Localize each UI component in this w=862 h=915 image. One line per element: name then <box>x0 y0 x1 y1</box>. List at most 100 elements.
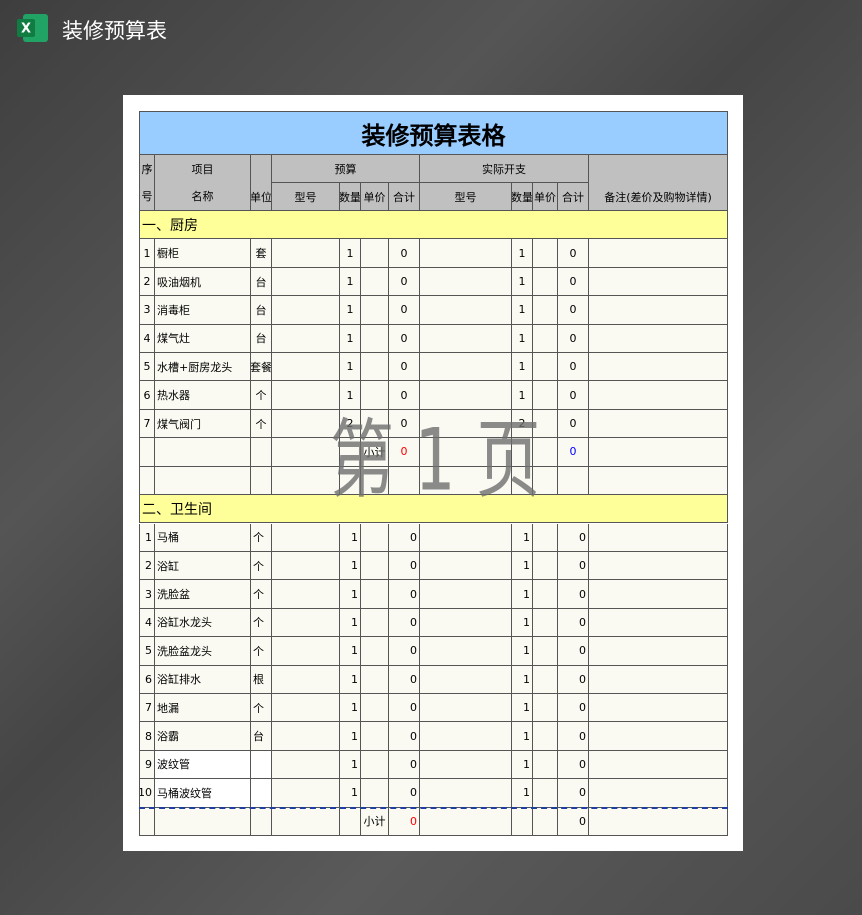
cell <box>589 608 728 638</box>
cell-name: 浴缸 <box>155 551 251 581</box>
cell-total: 0 <box>389 779 420 808</box>
cell-total: 0 <box>389 665 420 694</box>
cell-unit: 套餐 <box>251 353 272 382</box>
cell-actual-qty: 1 <box>512 353 533 382</box>
cell <box>272 267 340 297</box>
subtotal-actual-total: 0 <box>558 438 589 467</box>
section-title: 二、卫生间 <box>139 495 728 524</box>
cell <box>533 239 558 268</box>
cell-no: 4 <box>139 608 155 638</box>
cell <box>533 580 558 609</box>
cell <box>361 779 389 808</box>
cell-actual-qty: 1 <box>512 381 533 410</box>
cell-qty: 1 <box>340 267 361 297</box>
cell-total: 0 <box>389 267 420 297</box>
cell-actual-total: 0 <box>558 324 589 354</box>
cell-actual-total: 0 <box>558 580 589 609</box>
cell-actual-qty: 1 <box>512 693 533 723</box>
cell-name: 浴缸水龙头 <box>155 608 251 638</box>
cell-no: 2 <box>139 267 155 297</box>
cell-name: 吸油烟机 <box>155 267 251 297</box>
cell <box>155 438 251 467</box>
cell-unit <box>251 750 272 780</box>
cell-name: 浴霸 <box>155 722 251 751</box>
cell-name: 地漏 <box>155 693 251 723</box>
cell-actual-qty: 1 <box>512 551 533 581</box>
cell <box>272 353 340 382</box>
cell <box>589 239 728 268</box>
cell-name: 波纹管 <box>155 750 251 780</box>
cell-actual-total: 0 <box>558 665 589 694</box>
header-text: 项目 <box>191 162 214 176</box>
cell-no: 3 <box>139 580 155 609</box>
cell-no: 7 <box>139 409 155 439</box>
cell-actual-qty: 1 <box>512 665 533 694</box>
svg-text:X: X <box>21 22 31 37</box>
cell <box>340 807 361 836</box>
cell <box>251 807 272 836</box>
cell-qty: 1 <box>340 722 361 751</box>
cell <box>533 438 558 467</box>
cell-actual-total: 0 <box>558 239 589 268</box>
cell <box>139 438 155 467</box>
cell-total: 0 <box>389 353 420 382</box>
cell-actual-total: 0 <box>558 551 589 581</box>
cell-total: 0 <box>389 324 420 354</box>
cell-no: 5 <box>139 637 155 666</box>
header-sub: 单价 <box>361 183 389 211</box>
cell-total: 0 <box>389 551 420 581</box>
header-sub: 合计 <box>389 183 420 211</box>
cell <box>272 637 340 666</box>
cell <box>420 438 512 467</box>
cell-unit: 台 <box>251 267 272 297</box>
header-sub: 型号 <box>272 183 340 211</box>
cell <box>533 353 558 382</box>
cell-actual-qty: 1 <box>512 267 533 297</box>
cell <box>361 750 389 780</box>
header-budget: 预算 <box>272 155 420 183</box>
cell <box>420 296 512 325</box>
app-title: 装修预算表 <box>62 19 167 43</box>
cell <box>512 438 533 467</box>
cell <box>272 608 340 638</box>
cell-actual-total: 0 <box>558 409 589 439</box>
cell <box>533 324 558 354</box>
cell-unit: 台 <box>251 722 272 751</box>
cell <box>361 296 389 325</box>
cell-qty: 1 <box>340 324 361 354</box>
cell <box>361 722 389 751</box>
cell-qty: 1 <box>340 779 361 808</box>
cell-no: 9 <box>139 750 155 780</box>
cell <box>389 466 420 496</box>
cell-actual-total: 0 <box>558 267 589 297</box>
cell-total: 0 <box>389 750 420 780</box>
cell <box>251 466 272 496</box>
cell <box>420 693 512 723</box>
cell-actual-qty: 1 <box>512 722 533 751</box>
cell <box>361 409 389 439</box>
cell <box>361 381 389 410</box>
cell-unit: 根 <box>251 665 272 694</box>
cell <box>420 353 512 382</box>
cell <box>589 693 728 723</box>
cell-unit: 套 <box>251 239 272 268</box>
cell-total: 0 <box>389 722 420 751</box>
cell <box>589 296 728 325</box>
cell-name: 煤气灶 <box>155 324 251 354</box>
cell <box>272 807 340 836</box>
header-sub: 数量 <box>340 183 361 211</box>
cell <box>533 807 558 836</box>
cell <box>589 466 728 496</box>
cell-no: 3 <box>139 296 155 325</box>
cell-unit: 个 <box>251 551 272 581</box>
subtotal-total: 0 <box>389 438 420 467</box>
cell <box>420 381 512 410</box>
cell <box>155 807 251 836</box>
cell <box>420 409 512 439</box>
cell-total: 0 <box>389 580 420 609</box>
cell-total: 0 <box>389 608 420 638</box>
cell <box>420 580 512 609</box>
cell <box>272 381 340 410</box>
cell-total: 0 <box>389 239 420 268</box>
cell <box>420 722 512 751</box>
